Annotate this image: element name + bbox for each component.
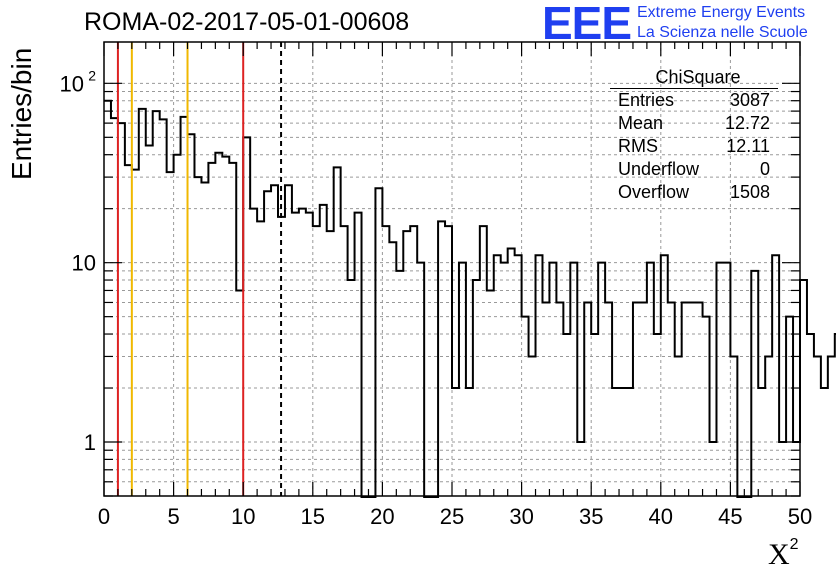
- eee-logo: EEE: [542, 0, 632, 49]
- eee-tagline-2: La Scienza nelle Scuole: [637, 24, 808, 41]
- x-tick-label: 10: [231, 504, 255, 529]
- stats-label: Mean: [618, 113, 664, 133]
- stats-row-rms: RMS 12.11: [610, 135, 778, 158]
- histogram-line: [104, 99, 836, 498]
- stats-value: 12.72: [724, 113, 770, 133]
- x-tick-label: 20: [370, 504, 394, 529]
- x-tick-label: 5: [167, 504, 179, 529]
- stats-value: 12.11: [726, 136, 770, 156]
- x-tick-label: 0: [98, 504, 110, 529]
- stats-value: 0: [759, 159, 770, 179]
- x-tick-label: 50: [788, 504, 812, 529]
- x-axis-label-symbol: X: [768, 538, 790, 571]
- stats-label: RMS: [618, 136, 658, 156]
- chart-title: ROMA-02-2017-05-01-00608: [84, 8, 410, 36]
- y-tick-label: 10: [60, 71, 84, 96]
- stats-label: Overflow: [618, 182, 690, 202]
- x-tick-label: 35: [579, 504, 603, 529]
- stats-label: Underflow: [618, 159, 700, 179]
- stats-divider: [610, 88, 778, 89]
- x-tick-label: 40: [649, 504, 673, 529]
- x-tick-label: 25: [440, 504, 464, 529]
- stats-box: ChiSquare Entries 3087 Mean 12.72 RMS 12…: [610, 66, 778, 204]
- y-tick-label: 1: [84, 430, 96, 455]
- stats-value: 1508: [729, 182, 770, 202]
- x-axis-label-exponent: 2: [789, 536, 799, 553]
- y-tick-label-exponent: 2: [88, 67, 96, 83]
- stats-row-entries: Entries 3087: [610, 89, 778, 112]
- stats-row-overflow: Overflow 1508: [610, 181, 778, 204]
- stats-row-underflow: Underflow 0: [610, 158, 778, 181]
- stats-label: Entries: [618, 90, 675, 110]
- stats-title: ChiSquare: [655, 67, 741, 87]
- x-tick-label: 15: [301, 504, 325, 529]
- stats-value: 3087: [729, 90, 770, 110]
- y-tick-label: 10: [72, 251, 96, 276]
- x-tick-label: 30: [509, 504, 533, 529]
- x-tick-label: 45: [718, 504, 742, 529]
- stats-row-mean: Mean 12.72: [610, 112, 778, 135]
- eee-tagline-1: Extreme Energy Events: [637, 4, 806, 21]
- x-axis-label: X2: [768, 536, 799, 572]
- y-axis-label: Entries/bin: [6, 47, 37, 180]
